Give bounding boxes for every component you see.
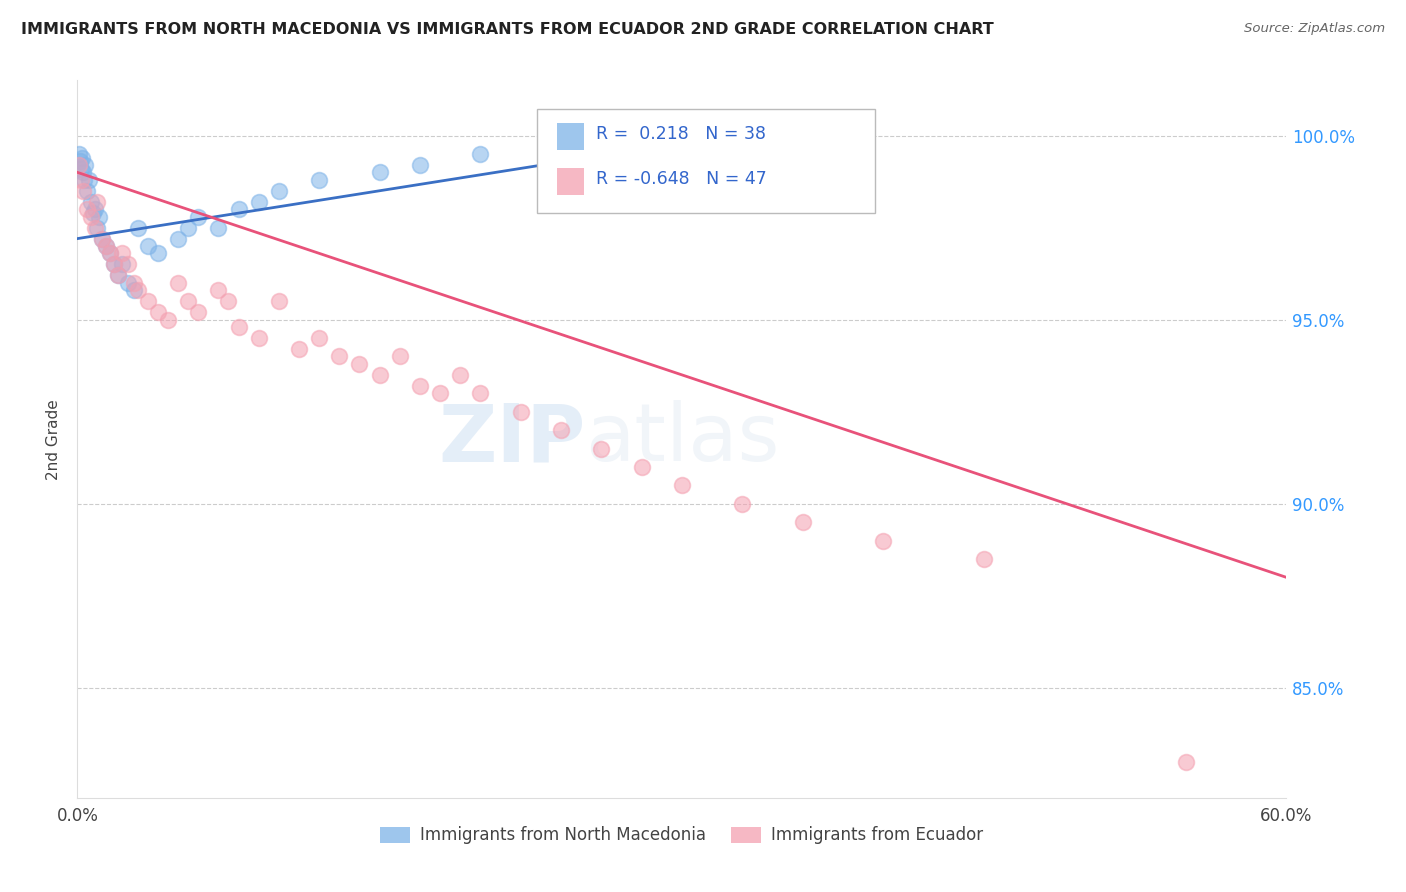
Point bbox=[80, 194, 103, 209]
Point bbox=[449, 368, 471, 382]
Point bbox=[591, 442, 613, 456]
Point bbox=[267, 184, 290, 198]
Point bbox=[630, 459, 652, 474]
Point bbox=[569, 136, 592, 150]
Point bbox=[107, 268, 129, 283]
Text: atlas: atlas bbox=[585, 401, 779, 478]
Point bbox=[308, 172, 330, 186]
Point bbox=[72, 165, 94, 179]
Point bbox=[98, 246, 121, 260]
Point bbox=[872, 533, 894, 548]
Point bbox=[167, 276, 190, 290]
Point bbox=[368, 368, 391, 382]
Point bbox=[117, 257, 139, 271]
Point bbox=[84, 202, 107, 216]
Point bbox=[973, 552, 995, 566]
Legend: Immigrants from North Macedonia, Immigrants from Ecuador: Immigrants from North Macedonia, Immigra… bbox=[374, 820, 990, 851]
Point bbox=[177, 294, 200, 309]
Point bbox=[247, 331, 270, 345]
Text: ZIP: ZIP bbox=[437, 401, 585, 478]
Point bbox=[90, 232, 112, 246]
Point bbox=[1174, 755, 1197, 769]
Point bbox=[228, 202, 250, 216]
Point bbox=[72, 151, 94, 165]
FancyBboxPatch shape bbox=[537, 109, 876, 213]
Text: Source: ZipAtlas.com: Source: ZipAtlas.com bbox=[1244, 22, 1385, 36]
Point bbox=[86, 220, 108, 235]
Point bbox=[69, 154, 91, 169]
Point bbox=[187, 305, 209, 319]
Point bbox=[308, 331, 330, 345]
Text: IMMIGRANTS FROM NORTH MACEDONIA VS IMMIGRANTS FROM ECUADOR 2ND GRADE CORRELATION: IMMIGRANTS FROM NORTH MACEDONIA VS IMMIG… bbox=[21, 22, 994, 37]
Point bbox=[103, 257, 125, 271]
Point bbox=[73, 172, 96, 186]
Point bbox=[79, 172, 101, 186]
Point bbox=[70, 172, 93, 186]
Point bbox=[509, 405, 531, 419]
Point bbox=[103, 257, 125, 271]
Point bbox=[349, 357, 371, 371]
Point bbox=[671, 128, 693, 143]
Point bbox=[157, 312, 180, 326]
Point bbox=[84, 220, 107, 235]
Point bbox=[122, 276, 145, 290]
Y-axis label: 2nd Grade: 2nd Grade bbox=[46, 399, 62, 480]
Point bbox=[136, 239, 159, 253]
Point bbox=[80, 210, 103, 224]
Point bbox=[328, 350, 350, 364]
Point bbox=[207, 283, 229, 297]
Point bbox=[267, 294, 290, 309]
Point bbox=[409, 158, 432, 172]
Point bbox=[207, 220, 229, 235]
Point bbox=[731, 497, 754, 511]
Point bbox=[111, 246, 134, 260]
Point bbox=[86, 194, 108, 209]
Point bbox=[409, 379, 432, 393]
Bar bbox=[557, 168, 583, 195]
Point bbox=[82, 206, 104, 220]
Point bbox=[127, 283, 149, 297]
Point bbox=[177, 220, 200, 235]
Point bbox=[70, 161, 93, 176]
Point bbox=[67, 147, 90, 161]
Point bbox=[247, 194, 270, 209]
Point bbox=[76, 184, 98, 198]
Bar bbox=[557, 122, 583, 150]
Point bbox=[429, 386, 451, 401]
Point bbox=[89, 210, 111, 224]
Point bbox=[146, 305, 169, 319]
Point bbox=[90, 232, 112, 246]
Point bbox=[94, 239, 117, 253]
Point bbox=[550, 423, 572, 437]
Text: R =  0.218   N = 38: R = 0.218 N = 38 bbox=[596, 125, 766, 143]
Point bbox=[671, 478, 693, 492]
Point bbox=[388, 350, 411, 364]
Point bbox=[76, 202, 98, 216]
Point bbox=[107, 268, 129, 283]
Point bbox=[288, 342, 311, 356]
Point bbox=[122, 283, 145, 297]
Point bbox=[67, 158, 90, 172]
Point bbox=[75, 158, 97, 172]
Point bbox=[146, 246, 169, 260]
Text: R = -0.648   N = 47: R = -0.648 N = 47 bbox=[596, 170, 766, 188]
Point bbox=[167, 232, 190, 246]
Point bbox=[470, 147, 492, 161]
Point bbox=[111, 257, 134, 271]
Point bbox=[72, 184, 94, 198]
Point bbox=[228, 320, 250, 334]
Point bbox=[187, 210, 209, 224]
Point bbox=[136, 294, 159, 309]
Point bbox=[368, 165, 391, 179]
Point bbox=[792, 515, 814, 529]
Point bbox=[98, 246, 121, 260]
Point bbox=[94, 239, 117, 253]
Point bbox=[218, 294, 240, 309]
Point bbox=[470, 386, 492, 401]
Point bbox=[127, 220, 149, 235]
Point bbox=[117, 276, 139, 290]
